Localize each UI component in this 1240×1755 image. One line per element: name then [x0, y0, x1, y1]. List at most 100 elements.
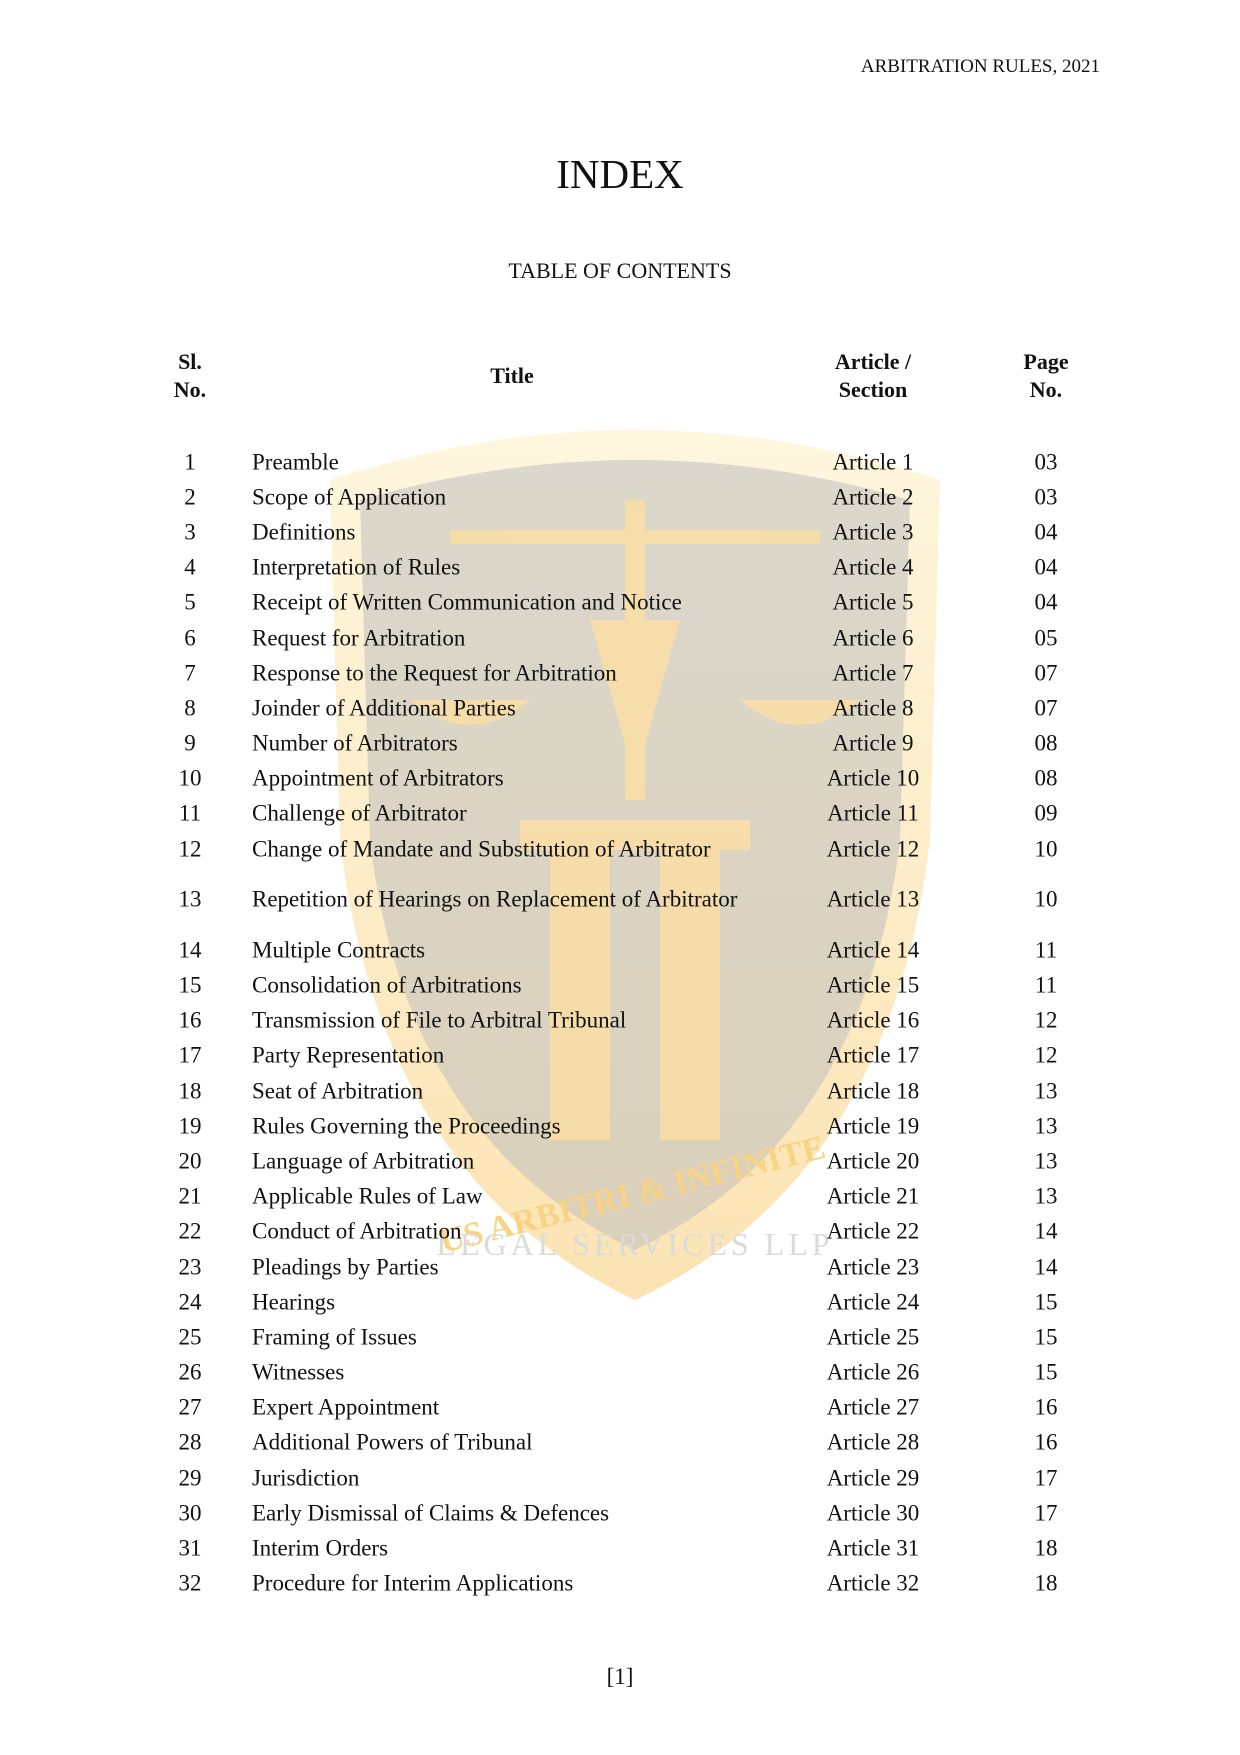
table-row[interactable]: 26 Witnesses Article 26 15 [0, 1355, 1240, 1390]
row-page: 08 [1034, 730, 1058, 756]
table-row[interactable]: 5 Receipt of Written Communication and No… [0, 585, 1240, 620]
table-header: Sl. No. Title Article / Section Page No. [0, 348, 1240, 408]
table-row[interactable]: 10 Appointment of Arbitrators Article 10 08 [0, 761, 1240, 796]
row-title: Rules Governing the Proceedings [252, 1113, 561, 1139]
row-title: Expert Appointment [252, 1394, 440, 1420]
table-row[interactable]: 11 Challenge of Arbitrator Article 11 09 [0, 796, 1240, 831]
table-row[interactable]: 1 Preamble Article 1 03 [0, 444, 1240, 479]
row-number: 7 [184, 660, 196, 686]
row-article: Article 17 [826, 1042, 920, 1068]
table-row[interactable]: 3 Definitions Article 3 04 [0, 514, 1240, 549]
table-row[interactable]: 12 Change of Mandate and Substitution of … [0, 831, 1240, 866]
row-title: Early Dismissal of Claims & Defences [252, 1500, 610, 1526]
table-row[interactable]: 17 Party Representation Article 17 12 [0, 1038, 1240, 1073]
row-page: 07 [1034, 695, 1058, 721]
row-page: 11 [1034, 937, 1058, 963]
row-page: 04 [1034, 519, 1058, 545]
row-article: Article 11 [827, 800, 919, 826]
row-number: 19 [178, 1113, 202, 1139]
table-row[interactable]: 16 Transmission of File to Arbitral Tribu… [0, 1003, 1240, 1038]
row-title: Preamble [252, 449, 339, 475]
table-row[interactable]: 9 Number of Arbitrators Article 9 08 [0, 726, 1240, 761]
row-article: Article 15 [826, 972, 920, 998]
table-row[interactable]: 6 Request for Arbitration Article 6 05 [0, 620, 1240, 655]
row-page: 08 [1034, 765, 1058, 791]
row-number: 8 [184, 695, 196, 721]
table-row[interactable]: 19 Rules Governing the Proceedings Article… [0, 1108, 1240, 1143]
row-title: Multiple Contracts [252, 937, 426, 963]
row-article: Article 14 [826, 937, 920, 963]
table-row[interactable]: 15 Consolidation of Arbitrations Article 1… [0, 967, 1240, 1002]
row-number: 24 [178, 1289, 202, 1315]
row-page: 18 [1034, 1535, 1058, 1561]
table-row[interactable]: 7 Response to the Request for Arbitration… [0, 655, 1240, 690]
table-row[interactable]: 4 Interpretation of Rules Article 4 04 [0, 550, 1240, 585]
table-row[interactable]: 13 Repetition of Hearings on Replacement … [0, 866, 1240, 932]
table-row[interactable]: 25 Framing of Issues Article 25 15 [0, 1319, 1240, 1354]
row-title: Language of Arbitration [252, 1148, 475, 1174]
row-number: 21 [178, 1183, 202, 1209]
row-page: 16 [1034, 1394, 1058, 1420]
row-title: Definitions [252, 519, 356, 545]
watermark-logo: US ARBITRI & INFINITE LEGAL SERVICES LLP [330, 430, 940, 1300]
row-title: Interpretation of Rules [252, 554, 461, 580]
row-title: Consolidation of Arbitrations [252, 972, 522, 998]
row-title: Scope of Application [252, 484, 447, 510]
table-row[interactable]: 20 Language of Arbitration Article 20 13 [0, 1143, 1240, 1178]
row-number: 13 [178, 886, 202, 912]
row-title: Conduct of Arbitration [252, 1218, 462, 1244]
row-title: Change of Mandate and Substitution of Ar… [252, 836, 711, 862]
row-article: Article 21 [826, 1183, 920, 1209]
row-article: Article 3 [832, 519, 914, 545]
row-number: 4 [184, 554, 196, 580]
row-page: 12 [1034, 1007, 1058, 1033]
row-article: Article 8 [832, 695, 914, 721]
row-number: 9 [184, 730, 196, 756]
page-title: INDEX [556, 151, 684, 197]
row-article: Article 7 [832, 660, 914, 686]
row-number: 26 [178, 1359, 202, 1385]
row-title: Jurisdiction [252, 1465, 360, 1491]
row-article: Article 32 [826, 1570, 920, 1596]
row-title: Number of Arbitrators [252, 730, 458, 756]
row-title: Party Representation [252, 1042, 445, 1068]
row-title: Appointment of Arbitrators [252, 765, 504, 791]
row-number: 32 [178, 1570, 202, 1596]
table-row[interactable]: 29 Jurisdiction Article 29 17 [0, 1460, 1240, 1495]
row-title: Receipt of Written Communication and Not… [252, 589, 682, 615]
row-article: Article 30 [826, 1500, 920, 1526]
row-article: Article 5 [832, 589, 914, 615]
row-number: 15 [178, 972, 202, 998]
row-number: 28 [178, 1429, 202, 1455]
table-row[interactable]: 21 Applicable Rules of Law Article 21 13 [0, 1179, 1240, 1214]
row-title: Hearings [252, 1289, 336, 1315]
row-article: Article 4 [832, 554, 914, 580]
table-row[interactable]: 24 Hearings Article 24 15 [0, 1284, 1240, 1319]
row-article: Article 23 [826, 1254, 920, 1280]
row-page: 15 [1034, 1324, 1058, 1350]
scales-icon [410, 500, 860, 1140]
row-number: 6 [184, 625, 196, 651]
table-row[interactable]: 2 Scope of Application Article 2 03 [0, 479, 1240, 514]
table-row[interactable]: 31 Interim Orders Article 31 18 [0, 1530, 1240, 1565]
table-row[interactable]: 32 Procedure for Interim Applications Arti… [0, 1566, 1240, 1601]
row-number: 29 [178, 1465, 202, 1491]
row-number: 22 [178, 1218, 202, 1244]
table-row[interactable]: 14 Multiple Contracts Article 14 11 [0, 932, 1240, 967]
table-row[interactable]: 8 Joinder of Additional Parties Article 8 0… [0, 690, 1240, 725]
row-number: 18 [178, 1078, 202, 1104]
row-page: 16 [1034, 1429, 1058, 1455]
row-article: Article 12 [826, 836, 920, 862]
page-number: [1] [606, 1664, 634, 1689]
table-row[interactable]: 28 Additional Powers of Tribunal Article 2… [0, 1425, 1240, 1460]
row-title: Applicable Rules of Law [252, 1183, 483, 1209]
table-row[interactable]: 30 Early Dismissal of Claims & Defences Ar… [0, 1495, 1240, 1530]
table-row[interactable]: 23 Pleadings by Parties Article 23 14 [0, 1249, 1240, 1284]
table-row[interactable]: 22 Conduct of Arbitration Article 22 14 [0, 1214, 1240, 1249]
table-row[interactable]: 18 Seat of Arbitration Article 18 13 [0, 1073, 1240, 1108]
row-page: 03 [1034, 484, 1058, 510]
col-page: Page No. [1023, 349, 1069, 402]
row-number: 20 [178, 1148, 202, 1174]
row-page: 10 [1034, 886, 1058, 912]
table-row[interactable]: 27 Expert Appointment Article 27 16 [0, 1390, 1240, 1425]
